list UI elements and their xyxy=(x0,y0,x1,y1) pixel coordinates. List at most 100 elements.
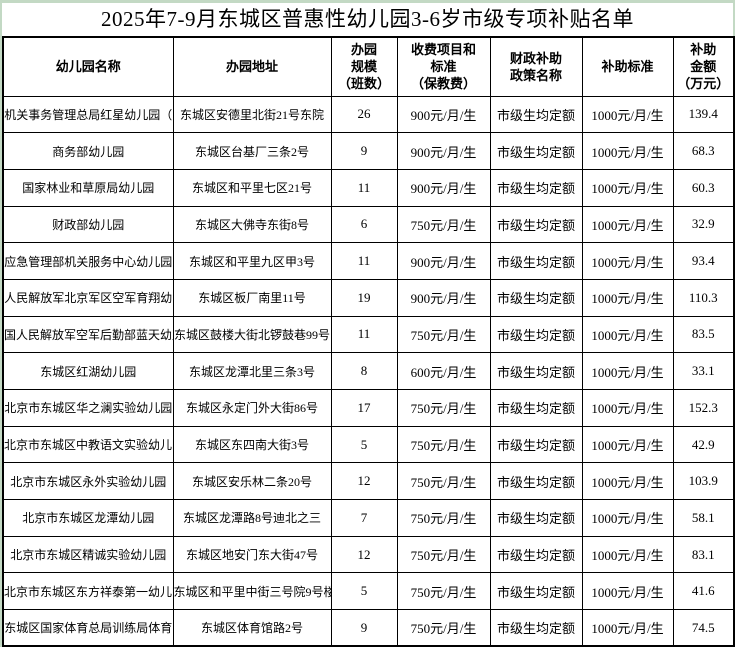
cell-subsidy-amount: 152.3 xyxy=(672,389,735,427)
cell-subsidy-amount: 93.4 xyxy=(672,242,735,280)
cell-subsidy-standard: 1000元/月/生 xyxy=(581,132,674,170)
cell-policy-name: 市级生均定额 xyxy=(489,389,583,427)
cell-subsidy-amount: 33.1 xyxy=(672,352,735,390)
cell-subsidy-amount: 42.9 xyxy=(672,425,735,464)
cell-address: 东城区和平里九区甲3号 xyxy=(172,242,332,280)
table-row: 东城区红湖幼儿园 东城区龙潭北里三条3号 8 600元/月/生 市级生均定额 1… xyxy=(2,352,735,390)
col-header-subsidy-standard: 补助标准 xyxy=(581,36,674,97)
cell-class-count: 8 xyxy=(330,352,398,390)
cell-fee-standard: 900元/月/生 xyxy=(396,168,491,207)
cell-kindergarten-name: 北京市东城区精诚实验幼儿园 xyxy=(2,535,174,574)
cell-subsidy-amount: 83.1 xyxy=(672,535,735,574)
table-row: 财政部幼儿园 东城区大佛寺东街8号 6 750元/月/生 市级生均定额 1000… xyxy=(2,205,735,244)
cell-address: 东城区安德里北街21号东院 xyxy=(172,95,332,134)
cell-address: 东城区大佛寺东街8号 xyxy=(172,205,332,244)
cell-address: 东城区鼓楼大街北锣鼓巷99号 xyxy=(172,315,332,354)
table-row: 国家林业和草原局幼儿园 东城区和平里七区21号 11 900元/月/生 市级生均… xyxy=(2,168,735,207)
cell-subsidy-standard: 1000元/月/生 xyxy=(581,425,674,464)
col-header-policy-name: 财政补助 政策名称 xyxy=(489,36,583,97)
cell-policy-name: 市级生均定额 xyxy=(489,95,583,134)
table-row: 应急管理部机关服务中心幼儿园 东城区和平里九区甲3号 11 900元/月/生 市… xyxy=(2,242,735,280)
cell-kindergarten-name: 北京市东城区龙潭幼儿园 xyxy=(2,499,174,537)
cell-fee-standard: 750元/月/生 xyxy=(396,572,491,611)
cell-address: 东城区龙潭路8号迪北之三 xyxy=(172,499,332,537)
cell-policy-name: 市级生均定额 xyxy=(489,425,583,464)
cell-subsidy-standard: 1000元/月/生 xyxy=(581,95,674,134)
col-header-address: 办园地址 xyxy=(172,36,332,97)
cell-fee-standard: 750元/月/生 xyxy=(396,609,491,647)
col-header-fee-standard: 收费项目和 标准 （保教费） xyxy=(396,36,491,97)
cell-address: 东城区安乐林二条20号 xyxy=(172,462,332,501)
cell-kindergarten-name: 机关事务管理总局红星幼儿园（ xyxy=(2,95,174,134)
cell-class-count: 11 xyxy=(330,168,398,207)
cell-class-count: 6 xyxy=(330,205,398,244)
cell-fee-standard: 750元/月/生 xyxy=(396,389,491,427)
cell-kindergarten-name: 国人民解放军空军后勤部蓝天幼儿 xyxy=(2,315,174,354)
cell-fee-standard: 900元/月/生 xyxy=(396,95,491,134)
col-header-kindergarten-name: 幼儿园名称 xyxy=(2,36,174,97)
cell-fee-standard: 750元/月/生 xyxy=(396,315,491,354)
cell-kindergarten-name: 财政部幼儿园 xyxy=(2,205,174,244)
table-row: 国人民解放军空军后勤部蓝天幼儿 东城区鼓楼大街北锣鼓巷99号 11 750元/月… xyxy=(2,315,735,354)
cell-address: 东城区体育馆路2号 xyxy=(172,609,332,647)
cell-kindergarten-name: 商务部幼儿园 xyxy=(2,132,174,170)
cell-fee-standard: 750元/月/生 xyxy=(396,425,491,464)
cell-subsidy-standard: 1000元/月/生 xyxy=(581,315,674,354)
cell-policy-name: 市级生均定额 xyxy=(489,315,583,354)
cell-subsidy-amount: 41.6 xyxy=(672,572,735,611)
subsidy-table: 幼儿园名称 办园地址 办园 规模 （班数） 收费项目和 标准 （保教费） 财政补… xyxy=(2,36,735,647)
cell-subsidy-standard: 1000元/月/生 xyxy=(581,242,674,280)
cell-fee-standard: 900元/月/生 xyxy=(396,132,491,170)
cell-subsidy-amount: 103.9 xyxy=(672,462,735,501)
cell-policy-name: 市级生均定额 xyxy=(489,462,583,501)
cell-kindergarten-name: 北京市东城区永外实验幼儿园 xyxy=(2,462,174,501)
cell-kindergarten-name: 北京市东城区中教语文实验幼儿园 xyxy=(2,425,174,464)
cell-class-count: 12 xyxy=(330,462,398,501)
cell-subsidy-standard: 1000元/月/生 xyxy=(581,462,674,501)
table-row: 东城区国家体育总局训练局体育 东城区体育馆路2号 9 750元/月/生 市级生均… xyxy=(2,609,735,647)
cell-kindergarten-name: 北京市东城区华之澜实验幼儿园 xyxy=(2,389,174,427)
page-title: 2025年7-9月东城区普惠性幼儿园3-6岁市级专项补贴名单 xyxy=(2,3,733,36)
cell-kindergarten-name: 东城区红湖幼儿园 xyxy=(2,352,174,390)
cell-class-count: 17 xyxy=(330,389,398,427)
cell-address: 东城区永定门外大街86号 xyxy=(172,389,332,427)
col-header-class-count: 办园 规模 （班数） xyxy=(330,36,398,97)
cell-class-count: 9 xyxy=(330,132,398,170)
cell-fee-standard: 750元/月/生 xyxy=(396,499,491,537)
cell-kindergarten-name: 国家林业和草原局幼儿园 xyxy=(2,168,174,207)
cell-kindergarten-name: 应急管理部机关服务中心幼儿园 xyxy=(2,242,174,280)
cell-address: 东城区和平里七区21号 xyxy=(172,168,332,207)
cell-address: 东城区和平里中街三号院9号楼 xyxy=(172,572,332,611)
cell-subsidy-standard: 1000元/月/生 xyxy=(581,572,674,611)
table-row: 北京市东城区华之澜实验幼儿园 东城区永定门外大街86号 17 750元/月/生 … xyxy=(2,389,735,427)
cell-policy-name: 市级生均定额 xyxy=(489,352,583,390)
cell-policy-name: 市级生均定额 xyxy=(489,572,583,611)
table-row: 商务部幼儿园 东城区台基厂三条2号 9 900元/月/生 市级生均定额 1000… xyxy=(2,132,735,170)
cell-address: 东城区龙潭北里三条3号 xyxy=(172,352,332,390)
cell-class-count: 7 xyxy=(330,499,398,537)
cell-subsidy-standard: 1000元/月/生 xyxy=(581,205,674,244)
cell-address: 东城区东四南大街3号 xyxy=(172,425,332,464)
cell-subsidy-standard: 1000元/月/生 xyxy=(581,499,674,537)
cell-class-count: 5 xyxy=(330,425,398,464)
cell-policy-name: 市级生均定额 xyxy=(489,609,583,647)
cell-subsidy-standard: 1000元/月/生 xyxy=(581,535,674,574)
cell-subsidy-amount: 74.5 xyxy=(672,609,735,647)
table-row: 人民解放军北京军区空军育翔幼 东城区板厂南里11号 19 900元/月/生 市级… xyxy=(2,278,735,317)
table-body: 机关事务管理总局红星幼儿园（ 东城区安德里北街21号东院 26 900元/月/生… xyxy=(2,95,735,647)
cell-subsidy-amount: 110.3 xyxy=(672,278,735,317)
cell-policy-name: 市级生均定额 xyxy=(489,535,583,574)
table-row: 北京市东城区永外实验幼儿园 东城区安乐林二条20号 12 750元/月/生 市级… xyxy=(2,462,735,501)
cell-subsidy-standard: 1000元/月/生 xyxy=(581,352,674,390)
cell-address: 东城区台基厂三条2号 xyxy=(172,132,332,170)
cell-policy-name: 市级生均定额 xyxy=(489,242,583,280)
cell-class-count: 11 xyxy=(330,315,398,354)
cell-kindergarten-name: 北京市东城区东方祥泰第一幼儿园 xyxy=(2,572,174,611)
cell-class-count: 19 xyxy=(330,278,398,317)
cell-kindergarten-name: 人民解放军北京军区空军育翔幼 xyxy=(2,278,174,317)
cell-fee-standard: 600元/月/生 xyxy=(396,352,491,390)
cell-fee-standard: 750元/月/生 xyxy=(396,462,491,501)
cell-policy-name: 市级生均定额 xyxy=(489,499,583,537)
cell-subsidy-standard: 1000元/月/生 xyxy=(581,609,674,647)
